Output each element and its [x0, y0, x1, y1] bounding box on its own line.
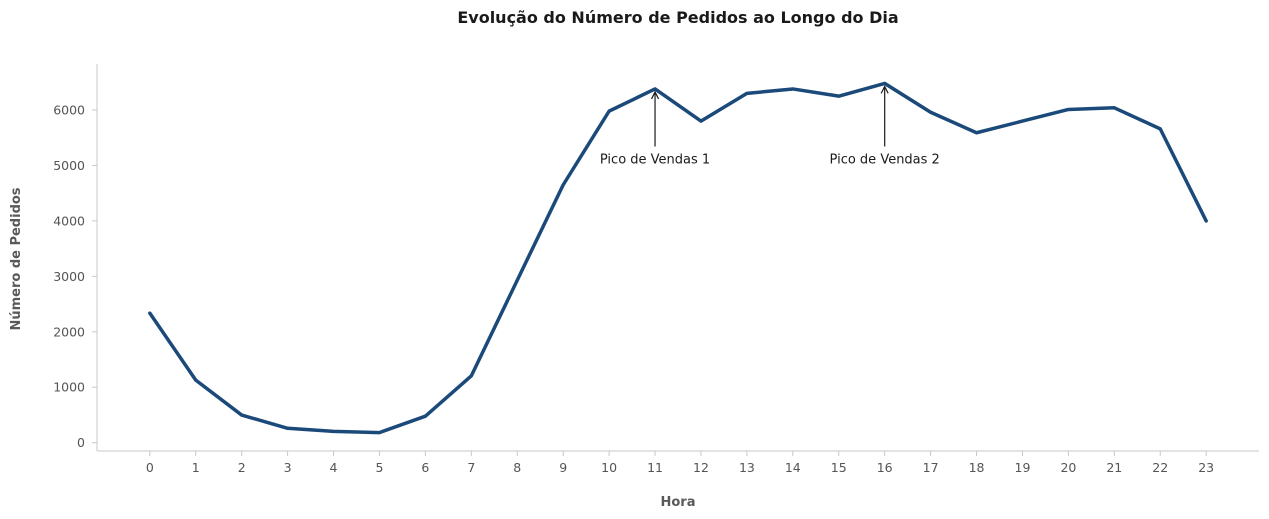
x-tick-label: 2	[238, 460, 246, 475]
chart-title: Evolução do Número de Pedidos ao Longo d…	[457, 8, 898, 27]
x-tick-label: 8	[513, 460, 521, 475]
y-axis-label: Número de Pedidos	[9, 187, 24, 330]
series-group	[148, 81, 1208, 435]
x-tick-label: 15	[831, 460, 847, 475]
y-tick-label: 5000	[53, 158, 85, 173]
x-tick-label: 22	[1152, 460, 1168, 475]
series-line	[148, 81, 1208, 435]
y-tick-label: 0	[77, 435, 85, 450]
annotation: Pico de Vendas 1	[600, 90, 710, 167]
x-tick-label: 18	[969, 460, 985, 475]
x-tick-label: 13	[739, 460, 755, 475]
x-tick-label: 7	[467, 460, 475, 475]
x-tick-label: 17	[923, 460, 939, 475]
x-axis-label: Hora	[661, 495, 696, 510]
annotation-arrowhead	[880, 85, 889, 94]
y-tick-label: 6000	[53, 103, 85, 118]
annotations-group: Pico de Vendas 1 Pico de Vendas 2	[600, 85, 940, 167]
y-tick-label: 3000	[53, 269, 85, 284]
x-tick-label: 21	[1106, 460, 1122, 475]
x-tick-label: 1	[192, 460, 200, 475]
annotation-label: Pico de Vendas 1	[600, 152, 710, 167]
plot-area: 0 1 2 3 4 5 6 7 8 9 10 11 12 13 14 15 16 17 18 19 20 21 22 23 0…	[53, 64, 1259, 475]
x-tick-label: 6	[421, 460, 429, 475]
y-axis-ticks: 0 1000 2000 3000 4000 5000 6000	[53, 103, 97, 450]
x-tick-label: 3	[284, 460, 292, 475]
x-tick-label: 5	[375, 460, 383, 475]
annotation-arrowhead	[650, 90, 660, 100]
y-tick-label: 4000	[53, 213, 85, 228]
x-tick-label: 14	[785, 460, 801, 475]
annotation: Pico de Vendas 2	[830, 85, 940, 167]
x-tick-label: 9	[559, 460, 567, 475]
x-axis-ticks: 0 1 2 3 4 5 6 7 8 9 10 11 12 13 14 15 16 17 18 19 20 21 22 23	[146, 451, 1214, 475]
x-tick-label: 12	[693, 460, 709, 475]
x-tick-label: 4	[330, 460, 338, 475]
x-tick-label: 20	[1060, 460, 1076, 475]
y-tick-label: 2000	[53, 324, 85, 339]
x-tick-label: 16	[877, 460, 893, 475]
annotation-label: Pico de Vendas 2	[830, 152, 940, 167]
x-tick-label: 23	[1198, 460, 1214, 475]
y-tick-label: 1000	[53, 380, 85, 395]
x-tick-label: 0	[146, 460, 154, 475]
x-tick-label: 11	[647, 460, 663, 475]
x-tick-label: 19	[1015, 460, 1031, 475]
x-tick-label: 10	[601, 460, 617, 475]
